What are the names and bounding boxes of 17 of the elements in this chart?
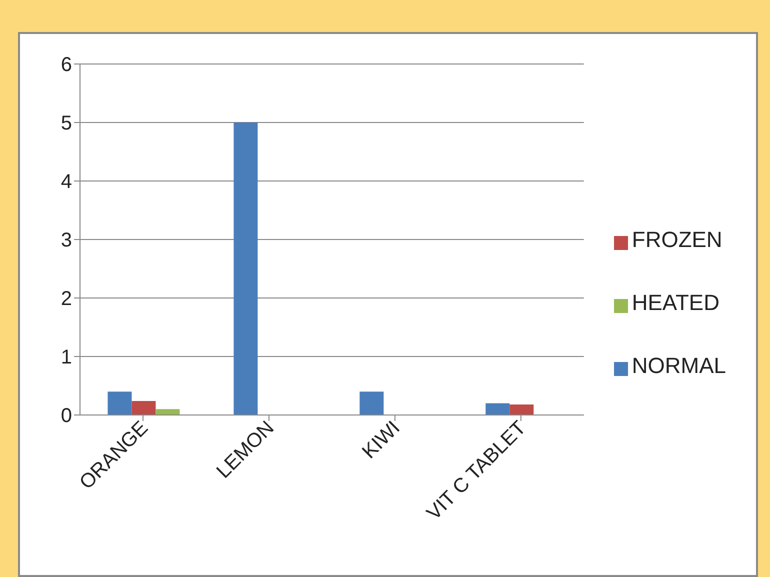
- y-tick-label: 1: [60, 346, 72, 369]
- y-tick-label: 3: [60, 230, 72, 252]
- bar: [108, 392, 132, 415]
- bar: [486, 403, 510, 415]
- legend-label: FROZEN: [632, 227, 722, 252]
- legend-label: NORMAL: [632, 353, 726, 378]
- bar: [132, 400, 156, 415]
- y-tick-label: 0: [60, 405, 72, 428]
- bar: [156, 409, 180, 415]
- y-tick-label: 6: [60, 54, 72, 76]
- legend-label: HEATED: [632, 290, 720, 315]
- y-tick-label: 2: [60, 288, 72, 310]
- y-tick-label: 4: [60, 171, 72, 194]
- y-tick-label: 5: [60, 112, 72, 135]
- bar: [510, 404, 534, 415]
- bar: [360, 392, 384, 415]
- bar: [234, 122, 258, 415]
